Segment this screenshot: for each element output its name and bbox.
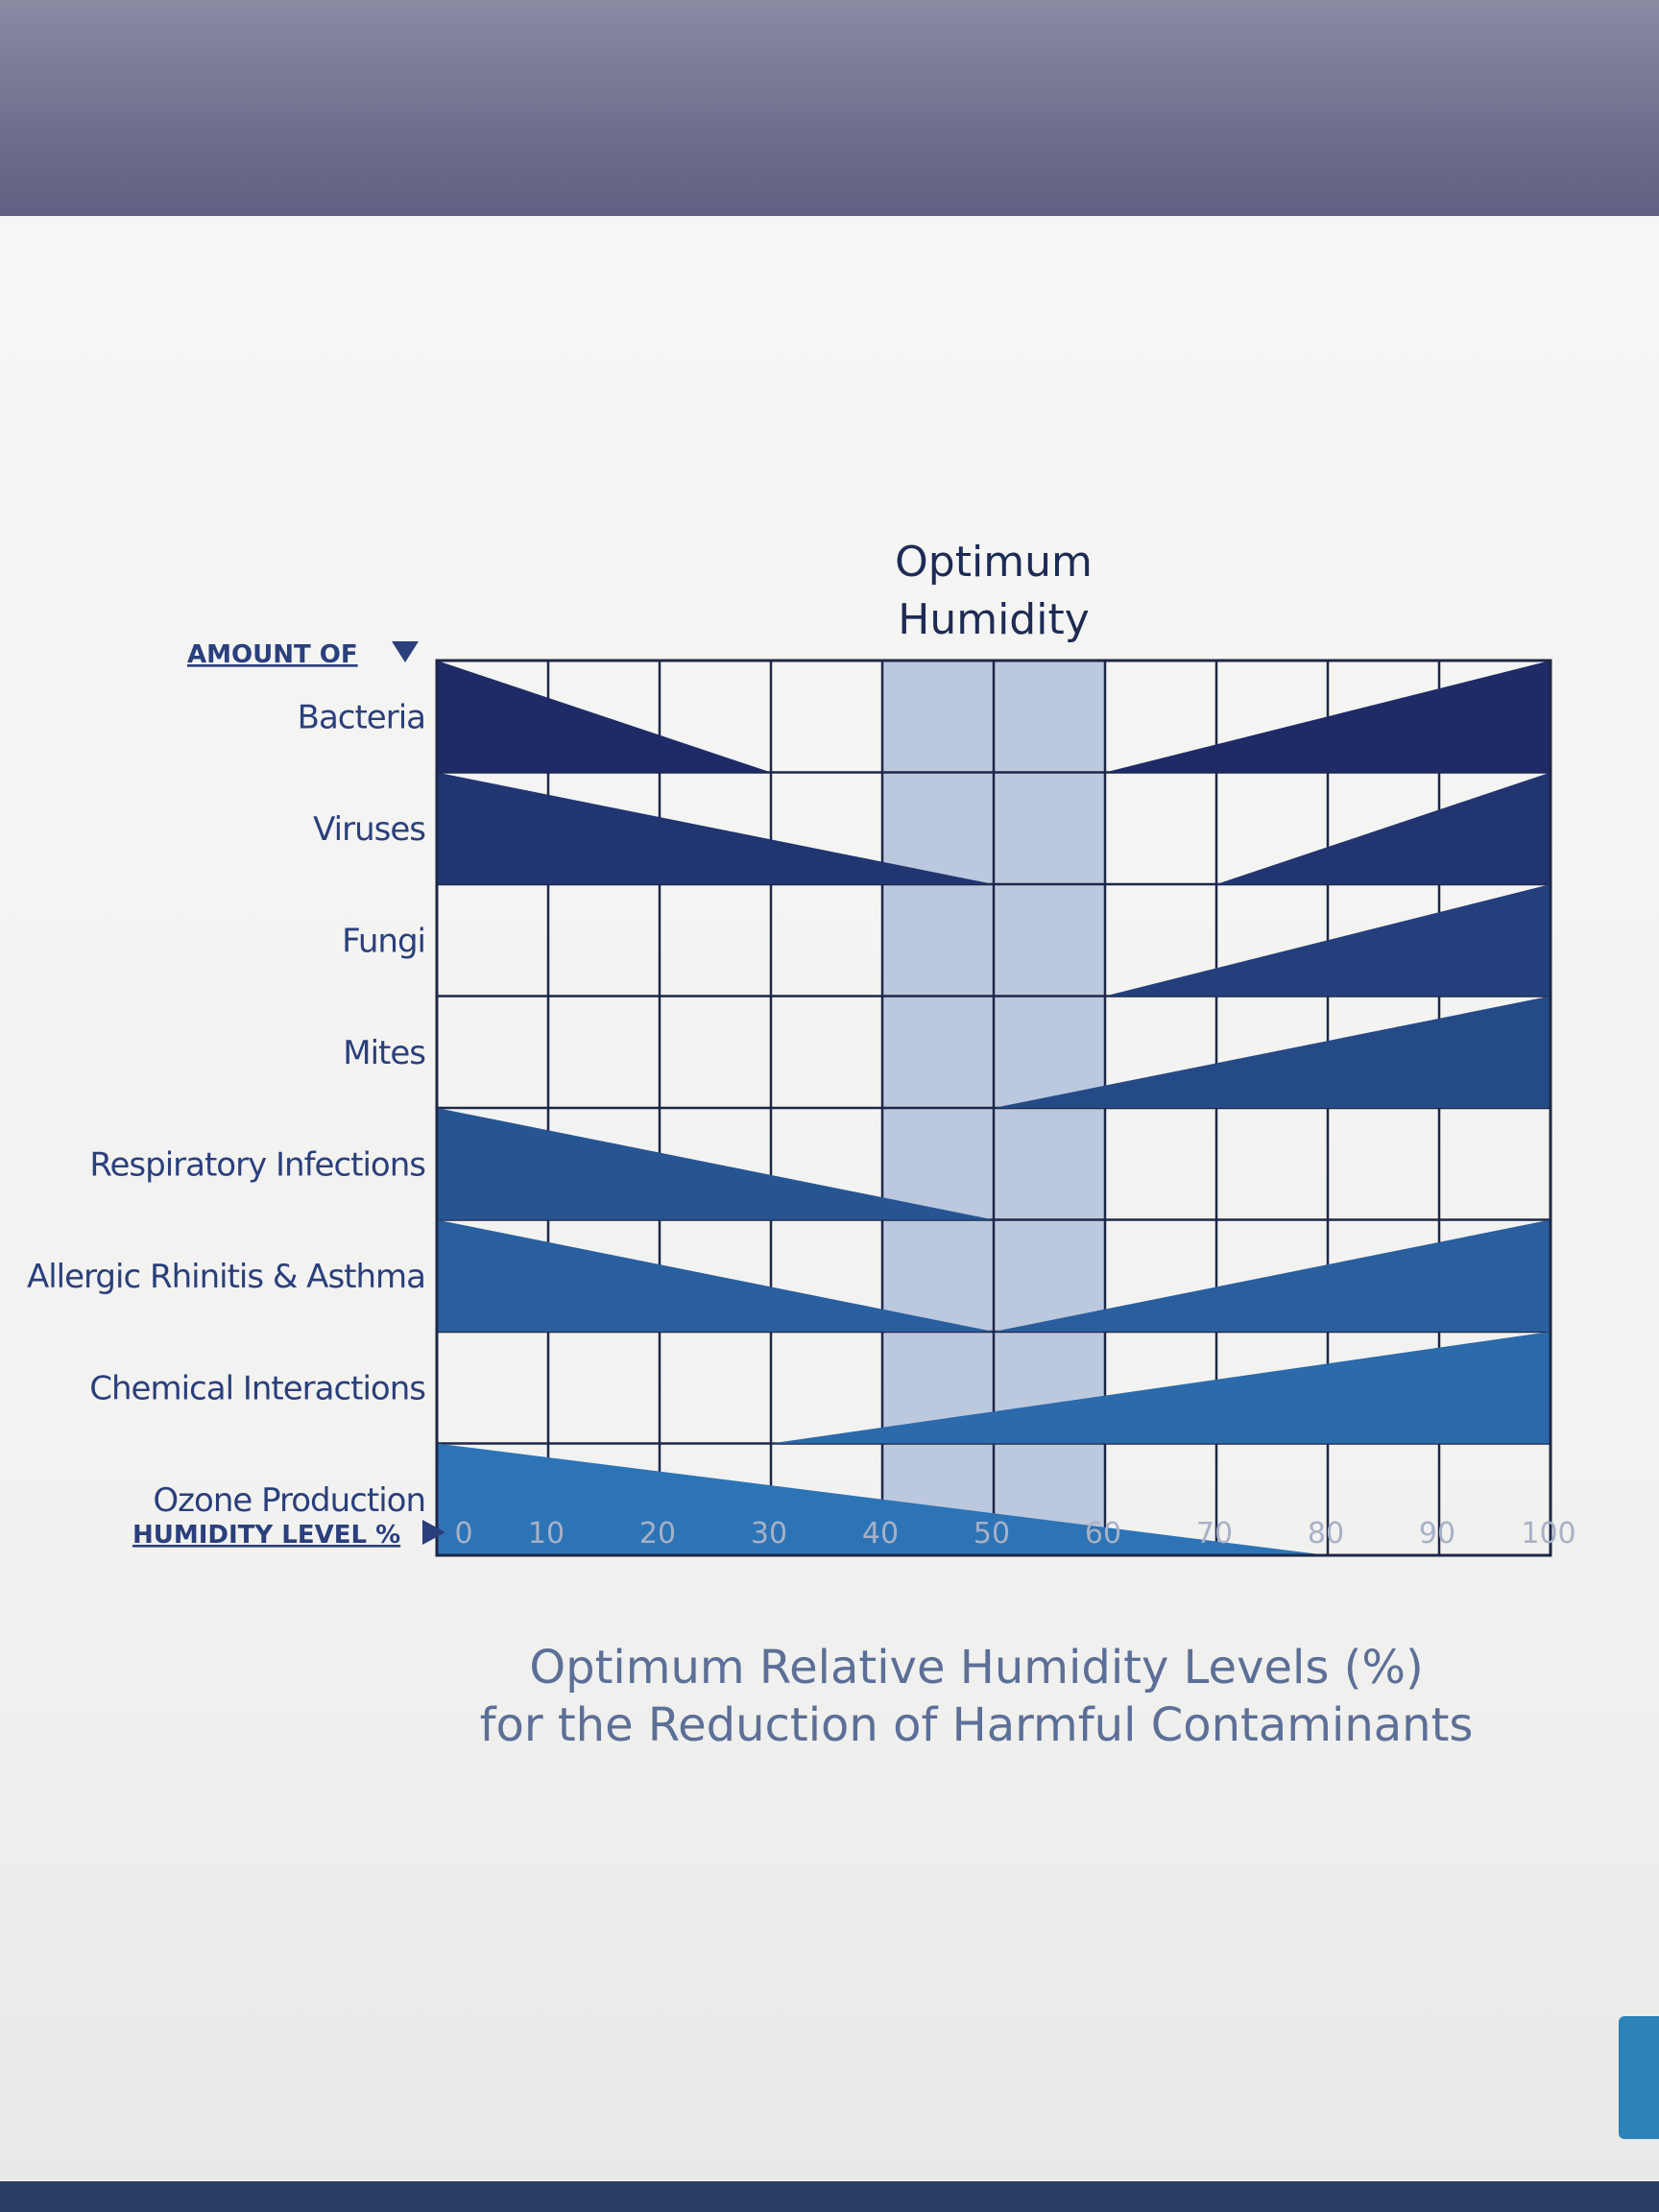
- row-labels: Bacteria Viruses Fungi Mites Respiratory Inf…: [27, 698, 426, 1520]
- x-tick-10: 10: [528, 1517, 565, 1551]
- taskbar: [0, 2181, 1659, 2212]
- x-tick-70: 70: [1196, 1517, 1233, 1551]
- y-axis-caption: AMOUNT OF: [187, 640, 419, 669]
- triangle-increase-allergic-rhinitis-asthma: [994, 1219, 1551, 1332]
- row-label-mites: Mites: [343, 1034, 425, 1072]
- x-tick-30: 30: [751, 1517, 787, 1551]
- triangle-decrease-allergic-rhinitis-asthma: [437, 1219, 994, 1332]
- triangle-increase-fungi: [1105, 884, 1551, 997]
- border-layer: [435, 659, 1552, 1557]
- row-label-bacteria: Bacteria: [298, 698, 425, 736]
- row-label-fungi: Fungi: [342, 922, 425, 960]
- y-axis-label: AMOUNT OF: [187, 640, 358, 669]
- row-label-viruses: Viruses: [313, 810, 425, 849]
- x-tick-20: 20: [639, 1517, 676, 1551]
- tick-labels: 0 10 20 30 40 50 60 70 80 90 100: [454, 1517, 1575, 1551]
- x-tick-60: 60: [1085, 1517, 1121, 1551]
- monitor-bezel: [0, 0, 1659, 230]
- row-label-allergic-rhinitis-asthma: Allergic Rhinitis & Asthma: [27, 1258, 425, 1296]
- triangle-increase-bacteria: [1105, 661, 1551, 773]
- chart-border: [435, 659, 1552, 1557]
- x-tick-50: 50: [974, 1517, 1010, 1551]
- x-tick-100: 100: [1521, 1517, 1575, 1551]
- x-tick-80: 80: [1308, 1517, 1344, 1551]
- x-tick-90: 90: [1419, 1517, 1455, 1551]
- chart-subtitle: for the Reduction of Harmful Contaminant…: [480, 1698, 1474, 1752]
- triangle-decrease-ozone-production: [437, 1443, 1328, 1555]
- optimum-band-title-line-1: Optimum: [895, 538, 1093, 587]
- down-arrow-icon: [392, 641, 419, 662]
- row-label-respiratory-infections: Respiratory Infections: [89, 1145, 425, 1184]
- x-tick-40: 40: [862, 1517, 899, 1551]
- triangle-decrease-respiratory-infections: [437, 1108, 994, 1220]
- side-button[interactable]: [1619, 2016, 1659, 2139]
- row-label-ozone-production: Ozone Production: [153, 1481, 425, 1520]
- x-axis-caption: HUMIDITY LEVEL %: [132, 1520, 445, 1550]
- triangle-increase-chemical-interactions: [771, 1332, 1551, 1444]
- row-label-chemical-interactions: Chemical Interactions: [89, 1369, 425, 1407]
- triangle-increase-viruses: [1216, 772, 1551, 884]
- chart-title: Optimum Relative Humidity Levels (%): [529, 1641, 1423, 1695]
- triangle-decrease-bacteria: [437, 661, 771, 773]
- triangle-decrease-viruses: [437, 772, 994, 884]
- optimum-band-title-line-2: Humidity: [898, 595, 1090, 644]
- x-axis-label: HUMIDITY LEVEL %: [132, 1521, 400, 1550]
- right-arrow-icon: [422, 1520, 445, 1545]
- x-tick-0: 0: [454, 1517, 472, 1551]
- triangle-increase-mites: [994, 996, 1551, 1108]
- triangle-layer: [437, 661, 1551, 1555]
